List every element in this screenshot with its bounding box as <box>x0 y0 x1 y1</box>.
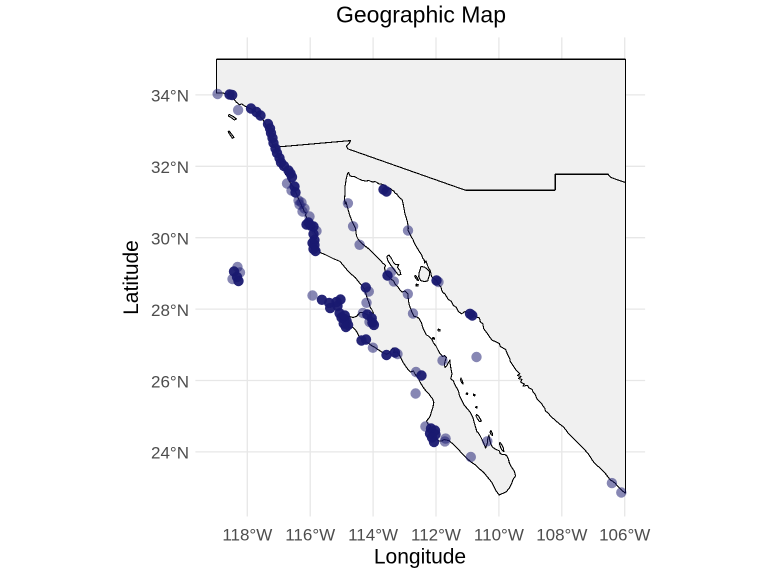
svg-text:34°N: 34°N <box>151 87 189 106</box>
svg-text:106°W: 106°W <box>599 526 650 545</box>
svg-text:32°N: 32°N <box>151 158 189 177</box>
svg-text:Longitude: Longitude <box>374 546 466 569</box>
svg-text:108°W: 108°W <box>536 526 587 545</box>
svg-text:116°W: 116°W <box>285 526 335 545</box>
svg-text:28°N: 28°N <box>151 301 189 320</box>
svg-text:Geographic Map: Geographic Map <box>336 2 506 28</box>
svg-text:Latitude: Latitude <box>120 240 143 315</box>
svg-text:110°W: 110°W <box>474 526 524 545</box>
svg-text:24°N: 24°N <box>151 444 189 463</box>
svg-text:30°N: 30°N <box>151 230 189 249</box>
svg-text:26°N: 26°N <box>151 372 189 391</box>
svg-text:114°W: 114°W <box>348 526 398 545</box>
svg-text:112°W: 112°W <box>411 526 461 545</box>
svg-text:118°W: 118°W <box>222 526 272 545</box>
